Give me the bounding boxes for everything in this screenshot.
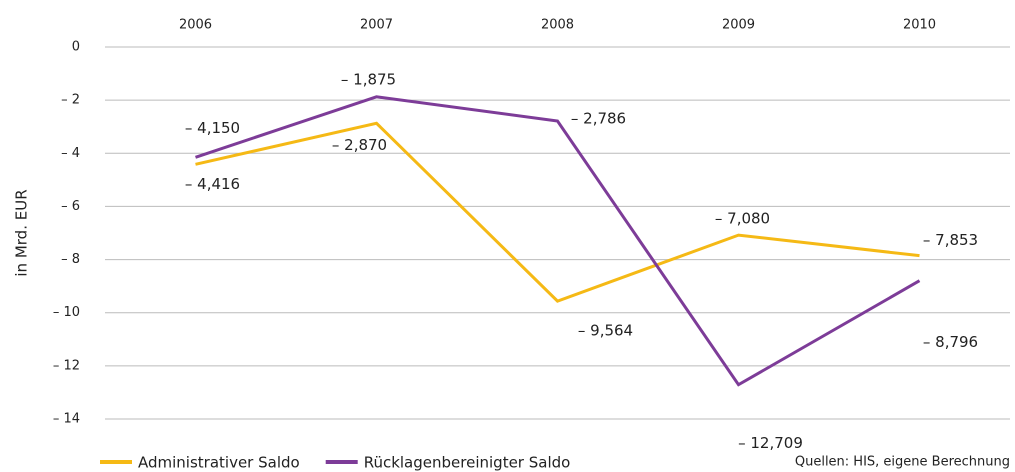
x-tick-label: 2008 [541,18,574,33]
y-tick-label: – 6 [61,199,80,214]
x-tick-label: 2006 [179,18,212,33]
data-label: – 4,416 [185,175,240,193]
y-tick-label: – 14 [53,412,80,427]
x-tick-label: 2009 [722,18,755,33]
y-tick-label: – 10 [53,305,80,320]
y-tick-label: – 12 [53,358,80,373]
y-tick-label: – 4 [61,146,80,161]
data-label: – 2,786 [571,110,626,128]
data-label: – 12,709 [738,434,803,452]
series-line [195,95,921,387]
y-tick-label: – 8 [61,252,80,267]
data-label: – 7,080 [715,210,770,228]
y-axis-label: in Mrd. EUR [13,189,31,276]
data-label: – 4,150 [185,119,240,137]
legend-label: Rücklagenbereinigter Saldo [364,454,571,472]
data-label: – 1,875 [341,70,396,88]
x-tick-label: 2007 [360,18,393,33]
series-line [195,121,920,303]
legend-label: Administrativer Saldo [138,454,300,472]
y-tick-label: – 2 [61,93,80,108]
x-tick-label: 2010 [903,18,936,33]
data-label: – 8,796 [923,333,978,351]
data-label: – 2,870 [332,136,387,154]
data-label: – 7,853 [923,231,978,249]
y-tick-label: 0 [72,40,80,55]
source-note: Quellen: HIS, eigene Berechnung [795,455,1010,470]
data-label: – 9,564 [578,322,633,340]
